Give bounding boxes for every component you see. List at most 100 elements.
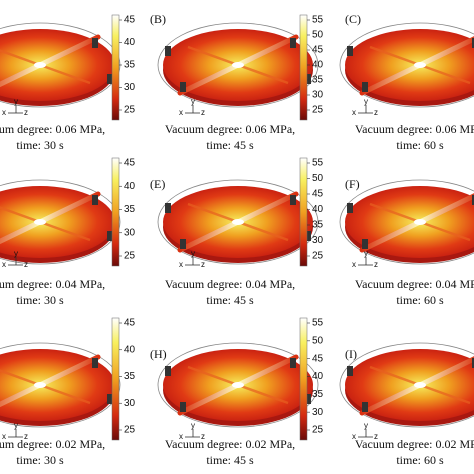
colorbar (111, 157, 120, 267)
clamp (347, 366, 353, 376)
clamp (362, 402, 368, 412)
axis-label: z (201, 108, 205, 117)
colorbar-tick-label: 25 (312, 251, 324, 262)
axis-label: z (24, 432, 28, 441)
clamp (290, 38, 296, 48)
axis-label: z (374, 108, 378, 117)
clamp (180, 402, 186, 412)
colorbar-tick-label: 35 (312, 75, 324, 86)
center-spot (232, 62, 244, 68)
clamp (305, 231, 311, 241)
clamp (107, 231, 113, 241)
axis-label: x (2, 260, 6, 269)
axis-label: y (364, 249, 368, 258)
caption: Vacuum degree: 0.06 MPa, (355, 122, 474, 136)
panel-label: (H) (150, 347, 167, 361)
colorbar-tick-label: 45 (124, 318, 136, 329)
colorbar-tick-label: 40 (124, 344, 136, 355)
colorbar-tick-label: 40 (312, 204, 324, 215)
colorbar-tick-label: 45 (312, 189, 324, 200)
clamp (165, 366, 171, 376)
caption: time: 45 s (206, 453, 254, 467)
axis-label: z (201, 260, 205, 269)
colorbar-tick-label: 40 (312, 371, 324, 382)
axis-label: x (352, 260, 356, 269)
colorbar-tick-label: 45 (312, 45, 324, 56)
center-spot (34, 219, 46, 225)
panel (0, 342, 121, 428)
colorbar-tick-label: 45 (124, 15, 136, 26)
caption: Vacuum degree: 0.06 MPa, (165, 122, 295, 136)
disk (0, 29, 115, 101)
frame-outline (157, 22, 319, 108)
clamp (165, 203, 171, 213)
frame-outline (339, 22, 474, 108)
colorbar (299, 317, 308, 441)
colorbar-tick-label: 55 (312, 15, 324, 26)
colorbar (299, 157, 308, 267)
center-spot (414, 219, 426, 225)
colorbar-tick-label: 30 (124, 82, 136, 93)
frame-outline (0, 179, 121, 265)
colorbar-tick-label: 45 (124, 158, 136, 169)
axis-label: y (14, 421, 18, 430)
clamp (165, 46, 171, 56)
colorbar-tick-label: 25 (312, 425, 324, 436)
frame-outline (339, 342, 474, 428)
colorbar-tick-label: 25 (312, 105, 324, 116)
colorbar-tick-label: 40 (312, 60, 324, 71)
axis-label: y (14, 249, 18, 258)
center-spot (414, 382, 426, 388)
caption: time: 45 s (206, 138, 254, 152)
axis-label: y (191, 421, 195, 430)
panel (157, 342, 319, 428)
caption: time: 30 s (16, 453, 64, 467)
panel (0, 179, 121, 265)
panel (339, 179, 474, 265)
panel (0, 22, 121, 108)
panel-label: (F) (345, 177, 360, 191)
center-spot (232, 219, 244, 225)
caption: time: 30 s (16, 138, 64, 152)
axis-label: x (352, 432, 356, 441)
caption: time: 30 s (16, 293, 64, 307)
clamp (180, 82, 186, 92)
center-spot (34, 62, 46, 68)
caption: time: 60 s (396, 293, 444, 307)
colorbar-tick-label: 40 (124, 37, 136, 48)
caption: time: 60 s (396, 138, 444, 152)
caption: Vacuum degree: 0.02 MPa, (165, 437, 295, 451)
colorbar-tick-label: 50 (312, 335, 324, 346)
colorbar-tick-label: 55 (312, 158, 324, 169)
panel-label: (I) (345, 347, 357, 361)
axis-label: z (24, 260, 28, 269)
frame-outline (157, 342, 319, 428)
center-spot (232, 382, 244, 388)
clamp (305, 74, 311, 84)
clamp (347, 46, 353, 56)
panel (339, 342, 474, 428)
axis-label: x (179, 260, 183, 269)
caption: Vacuum degree: 0.04 MPa, (165, 277, 295, 291)
clamp (362, 239, 368, 249)
colorbar-tick-label: 25 (124, 105, 136, 116)
panel (339, 22, 474, 108)
colorbar-tick-label: 30 (124, 227, 136, 238)
panel-label: (C) (345, 12, 361, 26)
colorbar-tick-label: 35 (124, 204, 136, 215)
clamp (107, 394, 113, 404)
disk (0, 186, 115, 258)
panel (157, 179, 319, 265)
caption: time: 60 s (396, 453, 444, 467)
panel-label: (E) (150, 177, 165, 191)
caption: Vacuum degree: 0.02 MPa, (355, 437, 474, 451)
clamp (362, 82, 368, 92)
center-spot (34, 382, 46, 388)
axis-label: z (374, 260, 378, 269)
colorbar-tick-label: 30 (312, 407, 324, 418)
caption: time: 45 s (206, 293, 254, 307)
colorbar-tick-label: 25 (124, 251, 136, 262)
colorbar-tick-label: 30 (312, 235, 324, 246)
panel (157, 22, 319, 108)
